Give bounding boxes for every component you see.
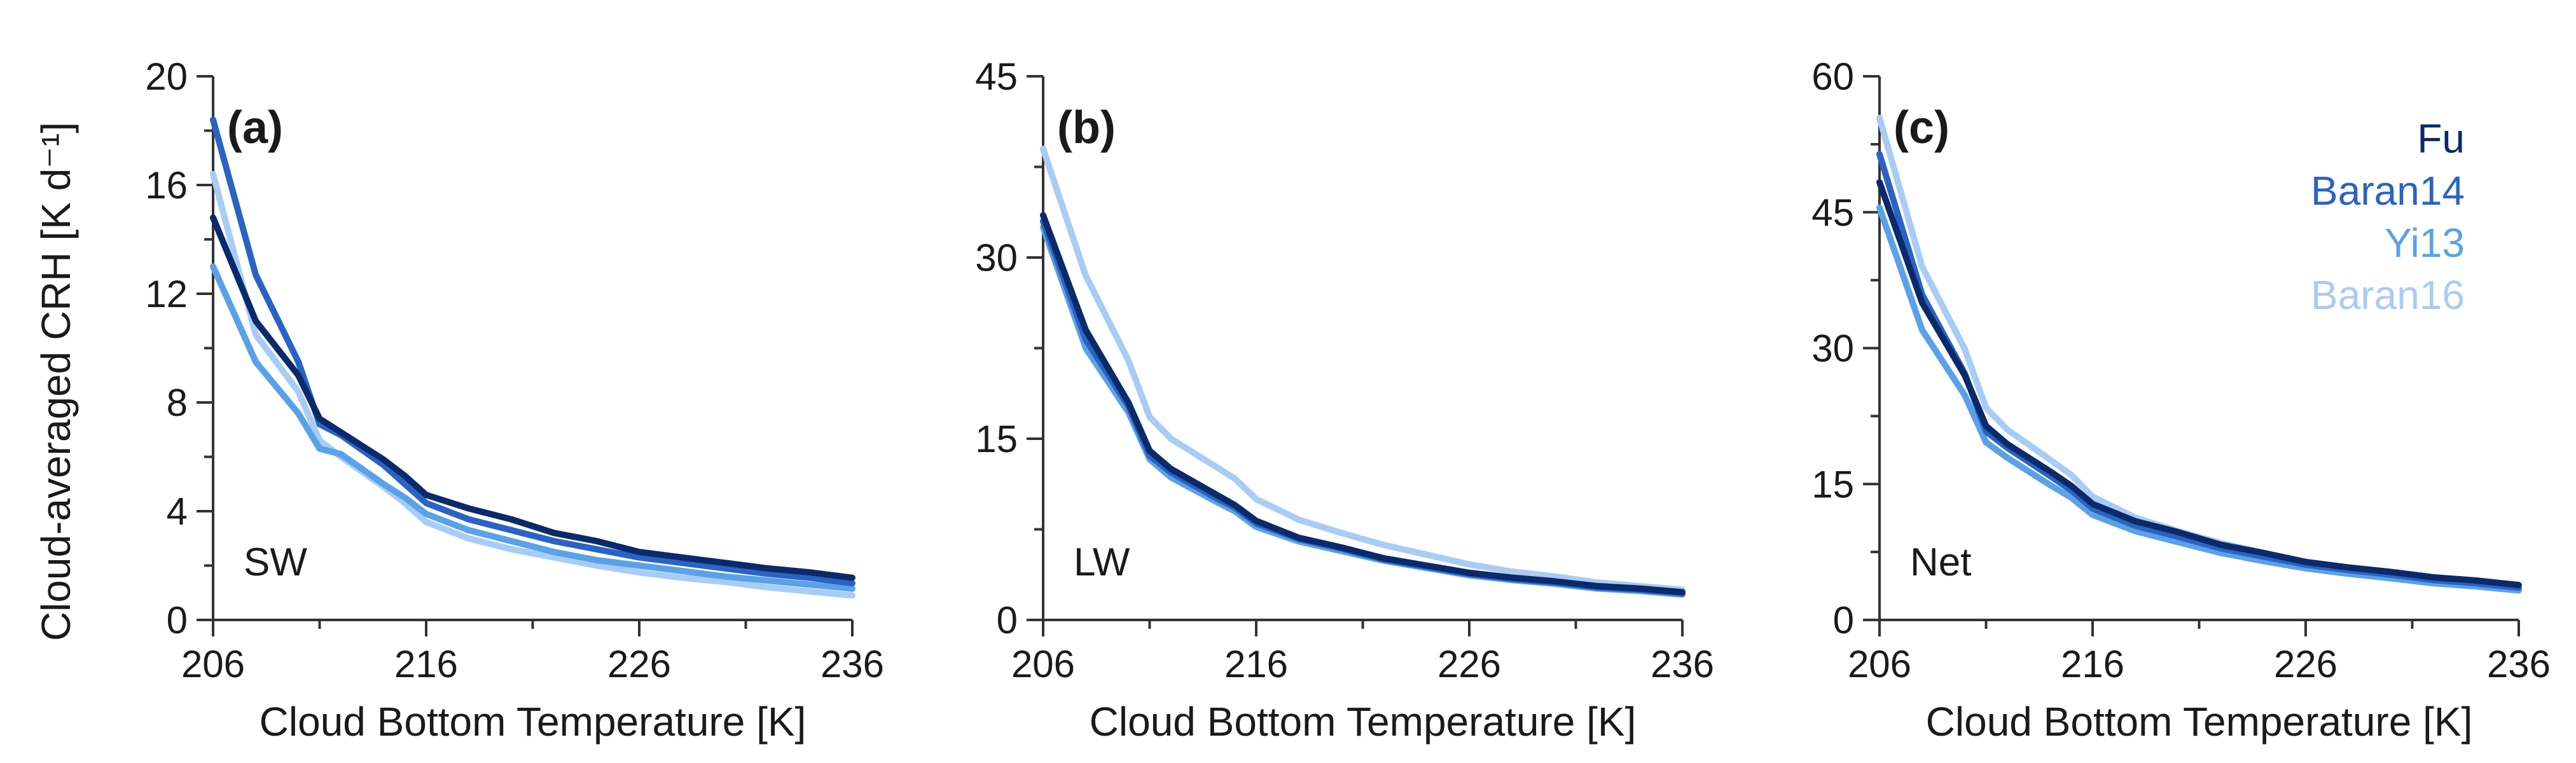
band-label: SW — [244, 540, 307, 584]
series-line-yi13 — [1876, 204, 2522, 594]
x-tick-label: 236 — [1651, 643, 1714, 685]
series-line-yi13 — [210, 263, 855, 592]
y-tick-label: 60 — [1811, 55, 1854, 98]
series-line-baran16 — [210, 170, 855, 599]
y-tick-label: 30 — [975, 237, 1018, 279]
y-tick-label: 16 — [145, 164, 188, 207]
x-axis-label: Cloud Bottom Temperature [K] — [1090, 699, 1637, 745]
panel-letter: (a) — [227, 102, 283, 153]
x-tick-label: 216 — [394, 643, 458, 685]
y-tick-label: 15 — [975, 418, 1018, 460]
panel-3: 0 15 30 45 60 206 216 226 236 Cloud Bottom Temper… — [1811, 55, 2551, 745]
y-tick-label: 0 — [1833, 599, 1854, 642]
x-tick-label: 206 — [1848, 643, 1911, 685]
x-tick-label: 236 — [821, 643, 884, 685]
panel-letter: (c) — [1894, 102, 1949, 153]
series-line-fu — [1040, 212, 1686, 596]
y-tick-label: 15 — [1811, 463, 1854, 505]
y-tick-label: 45 — [1811, 191, 1854, 234]
legend-entry-baran14: Baran14 — [2311, 168, 2465, 214]
series-line-baran16 — [1040, 146, 1686, 593]
y-tick-label: 8 — [167, 382, 188, 424]
y-tick-label: 30 — [1811, 327, 1854, 370]
panel-2: 0 15 30 45 206 216 226 236 Cloud Bottom Temperat… — [975, 55, 1714, 745]
x-axis-label: Cloud Bottom Temperature [K] — [260, 699, 807, 745]
legend-entry-fu: Fu — [2417, 116, 2465, 162]
y-tick-label: 12 — [145, 273, 188, 315]
band-label: Net — [1910, 540, 1971, 584]
y-tick-label: 45 — [975, 55, 1018, 98]
series-line-fu — [210, 214, 855, 581]
y-tick-label: 20 — [145, 55, 188, 98]
legend: Fu Baran14 Yi13 Baran16 — [2311, 116, 2465, 318]
y-tick-label: 0 — [997, 599, 1018, 642]
series-line-fu — [1876, 179, 2522, 589]
panel-letter: (b) — [1057, 102, 1116, 153]
x-tick-label: 226 — [607, 643, 671, 685]
legend-entry-baran16: Baran16 — [2311, 272, 2465, 318]
series-line-baran14 — [210, 116, 855, 587]
legend-entry-yi13: Yi13 — [2385, 220, 2465, 266]
y-tick-label: 0 — [167, 599, 188, 642]
y-axis-label: Cloud-averaged CRH [K d⁻¹] — [33, 122, 79, 641]
panels: 0 4 8 12 16 20 206 216 226 236 Cloud Bottom Temper… — [145, 55, 2551, 745]
x-tick-label: 206 — [181, 643, 245, 685]
x-tick-label: 206 — [1011, 643, 1075, 685]
band-label: LW — [1074, 540, 1130, 584]
x-tick-label: 226 — [2274, 643, 2337, 685]
y-tick-label: 4 — [167, 490, 188, 533]
x-tick-label: 216 — [1224, 643, 1288, 685]
x-axis-label: Cloud Bottom Temperature [K] — [1926, 699, 2473, 745]
panel-1: 0 4 8 12 16 20 206 216 226 236 Cloud Bottom Temper… — [145, 55, 884, 745]
x-tick-label: 226 — [1437, 643, 1501, 685]
x-tick-label: 236 — [2487, 643, 2551, 685]
x-tick-label: 216 — [2061, 643, 2124, 685]
